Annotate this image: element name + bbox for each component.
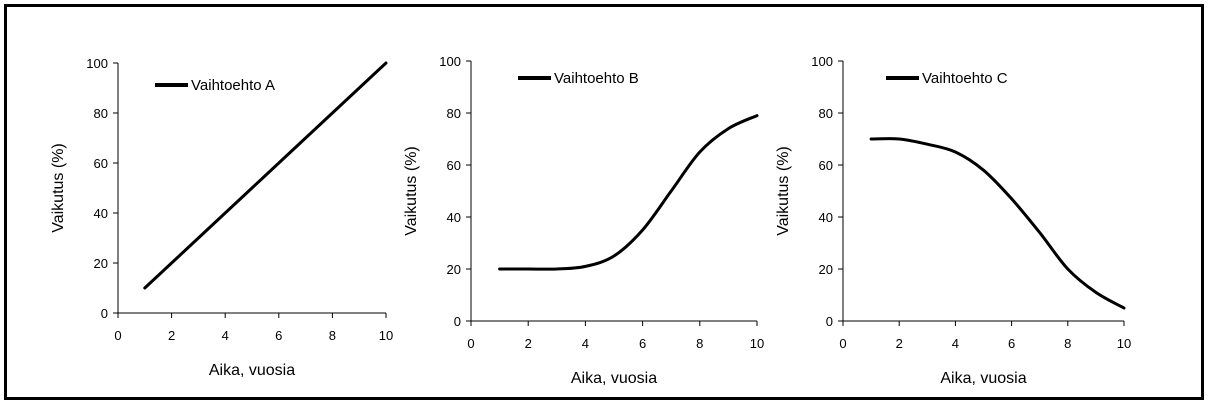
chart-2-y-tick-label: 100	[439, 54, 461, 69]
chart-1-series-line	[143, 61, 388, 290]
chart-1-x-tick-label: 10	[379, 328, 393, 343]
chart-1-x-tick-label: 8	[329, 328, 336, 343]
chart-1-y-axis-label: Vaikutus (%)	[50, 143, 67, 233]
chart-3-y-axis-label: Vaikutus (%)	[775, 146, 792, 236]
chart-3-y-tick-label: 60	[819, 158, 833, 173]
chart-3-y-tick-label: 0	[826, 314, 833, 329]
chart-1-x-tick-label: 2	[168, 328, 175, 343]
chart-3-x-tick-label: 6	[1008, 336, 1015, 351]
chart-1-y-tick-label: 60	[94, 156, 108, 171]
chart-2-x-tick-label: 8	[696, 336, 703, 351]
chart-3-y-tick-label: 100	[811, 54, 833, 69]
chart-1-x-tick-label: 6	[275, 328, 282, 343]
chart-2-y-tick-label: 40	[447, 210, 461, 225]
chart-1-y-tick-label: 20	[94, 256, 108, 271]
chart-1-y-tick-label: 80	[94, 106, 108, 121]
chart-2-y-tick-label: 0	[454, 314, 461, 329]
chart-3-x-tick-label: 0	[839, 336, 846, 351]
chart-3-x-tick-label: 10	[1117, 336, 1131, 351]
chart-1-x-axis-label: Aika, vuosia	[209, 362, 295, 379]
chart-2-y-axis-label: Vaikutus (%)	[403, 146, 420, 236]
chart-2-legend-label: Vaihtoehto B	[554, 70, 639, 87]
chart-1-y-tick-label: 40	[94, 206, 108, 221]
chart-3-series-line	[869, 137, 1126, 310]
chart-2-x-tick-label: 2	[525, 336, 532, 351]
chart-3-x-tick-label: 2	[896, 336, 903, 351]
chart-3-x-axis-label: Aika, vuosia	[940, 370, 1026, 387]
chart-2-x-tick-label: 6	[639, 336, 646, 351]
chart-2-series-line	[498, 114, 759, 271]
chart-2-x-tick-label: 10	[750, 336, 764, 351]
chart-2-x-tick-label: 0	[467, 336, 474, 351]
chart-2-x-tick-label: 4	[582, 336, 589, 351]
chart-1-y-tick-label: 0	[101, 306, 108, 321]
chart-1-y-tick-label: 100	[86, 56, 108, 71]
chart-3-x-tick-label: 8	[1064, 336, 1071, 351]
chart-2-x-axis-label: Aika, vuosia	[571, 370, 657, 387]
chart-3-y-tick-label: 20	[819, 262, 833, 277]
chart-1-x-tick-label: 0	[114, 328, 121, 343]
chart-1-legend-label: Vaihtoehto A	[191, 77, 275, 94]
figure-frame	[4, 4, 1204, 400]
chart-1-x-tick-label: 4	[222, 328, 229, 343]
chart-3-x-tick-label: 4	[952, 336, 959, 351]
chart-2-y-tick-label: 80	[447, 106, 461, 121]
chart-2-y-tick-label: 20	[447, 262, 461, 277]
chart-3-y-tick-label: 80	[819, 106, 833, 121]
chart-2-y-tick-label: 60	[447, 158, 461, 173]
chart-3-y-tick-label: 40	[819, 210, 833, 225]
chart-3-legend-label: Vaihtoehto C	[922, 70, 1008, 87]
